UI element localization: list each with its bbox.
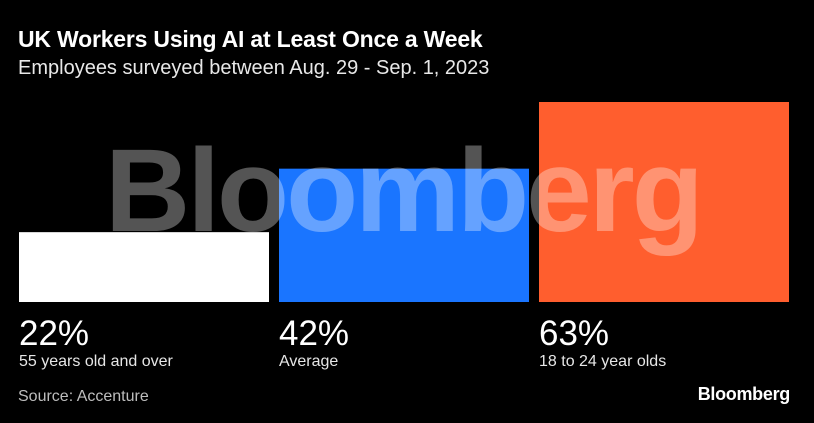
bar-category-label: 55 years old and over [19, 353, 173, 370]
source-note: Source: Accenture [18, 388, 149, 405]
bar-2 [539, 102, 789, 302]
bar-0 [19, 232, 269, 302]
bar-value-label: 22% [19, 314, 90, 353]
bar-1 [279, 168, 529, 302]
bar-category-label: Average [279, 353, 339, 370]
chart-subtitle: Employees surveyed between Aug. 29 - Sep… [18, 57, 490, 79]
chart-title: UK Workers Using AI at Least Once a Week [18, 26, 483, 52]
bar-value-label: 42% [279, 314, 350, 353]
bar-value-label: 63% [539, 314, 610, 353]
bloomberg-logo: Bloomberg [697, 384, 791, 404]
bar-category-label: 18 to 24 year olds [539, 353, 667, 370]
